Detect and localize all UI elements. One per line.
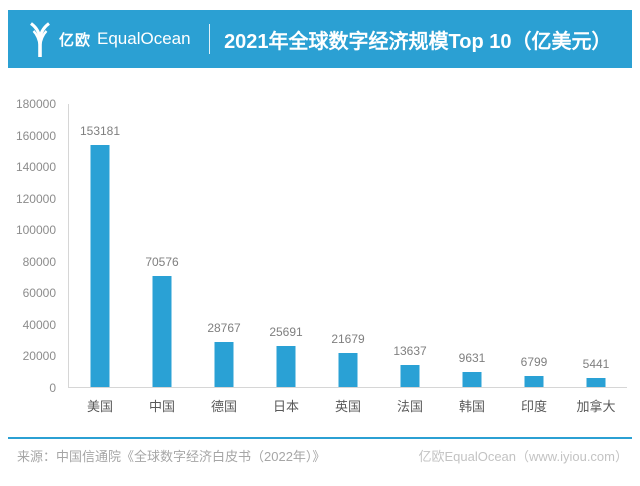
category-label: 韩国 (458, 399, 485, 414)
source-text: 来源：中国信通院《全球数字经济白皮书（2022年）》 (17, 449, 326, 464)
bar-column-4: 25691 日本 (255, 104, 317, 414)
bar (524, 376, 544, 387)
bar-column-2: 70576 中国 (131, 104, 193, 414)
y-tick-label: 180000 (15, 97, 56, 111)
value-label: 6799 (520, 355, 548, 369)
y-tick-label: 100000 (15, 223, 56, 238)
category-label: 法国 (396, 399, 423, 414)
value-label: 25691 (269, 325, 303, 339)
y-tick-label: 20000 (22, 349, 56, 364)
y-axis: 0 20000 40000 60000 80000 100000 120000 140000 1… (0, 97, 60, 395)
credit-text: 亿欧EqualOcean（www.iyiou.com） (418, 449, 628, 464)
value-label: 5441 (582, 357, 610, 371)
header-divider (208, 24, 210, 54)
bar (214, 342, 234, 387)
bar-column-8: 6799 印度 (503, 104, 565, 414)
page-title: 2021年全球数字经济规模Top 10（亿美元） (224, 30, 612, 53)
bar-columns: 153181 美国 70576 中国 28767 德国 25691 日本 21679 英国 1363… (69, 104, 627, 414)
bar (338, 353, 358, 387)
y-tick-label: 60000 (22, 286, 56, 301)
category-label: 日本 (272, 399, 299, 414)
value-label: 153181 (79, 124, 121, 138)
bar (462, 372, 482, 387)
category-label: 印度 (520, 399, 547, 414)
value-label: 13637 (393, 344, 427, 358)
bar-column-9: 5441 加拿大 (565, 104, 627, 414)
bar (276, 346, 296, 387)
bar-column-6: 13637 法国 (379, 104, 441, 414)
y-tick-label: 0 (49, 381, 56, 395)
bar-column-5: 21679 英国 (317, 104, 379, 414)
category-label: 美国 (86, 399, 113, 414)
bar-column-7: 9631 韩国 (441, 104, 503, 414)
bar-column-3: 28767 德国 (193, 104, 255, 414)
value-label: 9631 (458, 351, 486, 365)
logo-text-en: EqualOcean (97, 29, 191, 48)
footer: 来源：中国信通院《全球数字经济白皮书（2022年）》 亿欧EqualOcean（… (0, 446, 640, 465)
y-tick-label: 40000 (22, 317, 56, 332)
logo-text-cn: 亿欧 (59, 31, 92, 49)
bar (90, 145, 110, 387)
bar (400, 365, 420, 387)
bar-column-1: 153181 美国 (69, 104, 131, 414)
value-label: 70576 (145, 255, 179, 269)
value-label: 21679 (331, 332, 365, 346)
y-tick-label: 80000 (22, 254, 56, 269)
value-label: 28767 (207, 321, 241, 335)
bar (152, 276, 172, 387)
y-tick-label: 140000 (15, 160, 56, 175)
header-banner: 亿欧 EqualOcean 2021年全球数字经济规模Top 10（亿美元） (8, 10, 632, 68)
category-label: 中国 (148, 399, 175, 414)
y-tick-label: 160000 (15, 128, 56, 143)
plot-area: 153181 美国 70576 中国 28767 德国 25691 日本 21679 英国 1363… (68, 104, 627, 414)
footer-accent-line (8, 437, 632, 439)
equalocean-logo: 亿欧 EqualOcean (8, 21, 191, 58)
category-label: 英国 (334, 399, 361, 414)
category-label: 德国 (210, 399, 237, 414)
equalocean-tree-icon (30, 21, 50, 57)
bar (586, 378, 606, 387)
category-label: 加拿大 (576, 399, 616, 414)
y-tick-label: 120000 (15, 191, 56, 206)
